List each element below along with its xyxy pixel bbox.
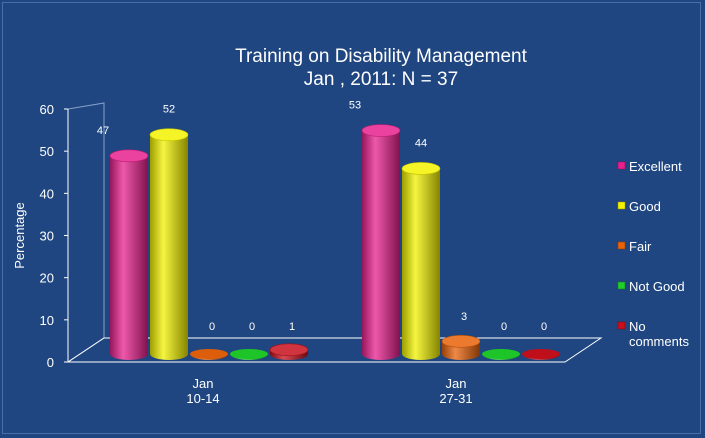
data-labels: 47 53 52 44 0 3 0 0 1 0 bbox=[97, 100, 547, 333]
bar-no-comments-1 bbox=[269, 343, 309, 360]
legend-label: comments bbox=[629, 334, 689, 349]
bar-not-good-2 bbox=[482, 349, 520, 360]
y-axis: 0 10 20 30 40 50 60 Percentage bbox=[12, 102, 69, 370]
y-tick-label: 60 bbox=[40, 102, 54, 117]
category-label-1: Jan bbox=[193, 376, 214, 391]
legend-swatch bbox=[617, 281, 626, 290]
legend-label: No bbox=[629, 319, 646, 334]
y-tick-label: 10 bbox=[40, 313, 54, 328]
legend-item-not-good: Not Good bbox=[617, 279, 685, 294]
data-label-not-good-2: 0 bbox=[501, 321, 507, 333]
y-axis-label: Percentage bbox=[12, 202, 27, 269]
legend-label: Fair bbox=[629, 239, 652, 254]
bar-not-good-1 bbox=[230, 349, 268, 360]
legend-label: Not Good bbox=[629, 279, 685, 294]
y-tick-label: 30 bbox=[40, 229, 54, 244]
bar-excellent-1 bbox=[109, 149, 149, 360]
bars bbox=[109, 124, 560, 360]
legend-item-excellent: Excellent bbox=[617, 159, 682, 174]
y-tick-label: 50 bbox=[40, 144, 54, 159]
data-label-good-2: 44 bbox=[415, 137, 427, 149]
bar-good-1 bbox=[149, 128, 189, 360]
category-label-2: 27-31 bbox=[439, 391, 472, 406]
legend-swatch bbox=[617, 201, 626, 210]
bar-excellent-2 bbox=[361, 124, 401, 360]
bar-good-2 bbox=[401, 162, 441, 360]
floor-plane bbox=[66, 337, 603, 363]
bar-fair-1 bbox=[190, 349, 228, 360]
side-wall bbox=[67, 102, 105, 363]
data-label-no-comments-1: 1 bbox=[289, 321, 295, 333]
legend-swatch bbox=[617, 241, 626, 250]
data-label-excellent-2: 53 bbox=[349, 100, 361, 112]
title-line-2: Jan , 2011: N = 37 bbox=[304, 69, 458, 90]
category-label-2: Jan bbox=[446, 376, 467, 391]
data-label-fair-2: 3 bbox=[461, 311, 467, 323]
data-label-no-comments-2: 0 bbox=[541, 321, 547, 333]
legend-item-fair: Fair bbox=[617, 239, 652, 254]
legend-label: Excellent bbox=[629, 159, 682, 174]
bar-no-comments-2 bbox=[522, 349, 560, 360]
data-label-excellent-1: 47 bbox=[97, 125, 109, 137]
data-label-fair-1: 0 bbox=[209, 321, 215, 333]
y-tick-label: 0 bbox=[47, 355, 54, 370]
legend-item-good: Good bbox=[617, 199, 661, 214]
data-label-good-1: 52 bbox=[163, 104, 175, 116]
legend-swatch bbox=[617, 161, 626, 170]
y-tick-label: 20 bbox=[40, 271, 54, 286]
category-label-1: 10-14 bbox=[186, 391, 219, 406]
data-label-not-good-1: 0 bbox=[249, 321, 255, 333]
legend-label: Good bbox=[629, 199, 661, 214]
title-line-1: Training on Disability Management bbox=[235, 46, 528, 67]
y-tick-label: 40 bbox=[40, 186, 54, 201]
bar-fair-2 bbox=[441, 335, 481, 360]
legend-swatch bbox=[617, 321, 626, 330]
